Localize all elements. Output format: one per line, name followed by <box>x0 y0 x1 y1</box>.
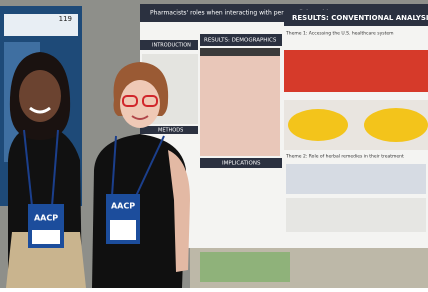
badge-text: AACP <box>34 214 58 223</box>
quote-box <box>286 164 426 194</box>
papers <box>200 252 290 282</box>
person-face <box>120 80 160 128</box>
theme-title: Theme 2: Role of herbal remedies in thei… <box>285 154 404 160</box>
photo: 119 Pharmacists' roles when interacting … <box>0 0 428 288</box>
theme-title: Theme 1: Accessing the U.S. healthcare s… <box>285 31 394 37</box>
section-title: RESULTS: DEMOGRAPHICS <box>204 38 277 44</box>
badge-card <box>32 230 60 244</box>
section-title: INTRODUCTION <box>152 43 191 49</box>
text-block <box>286 198 426 232</box>
quote-bubble <box>364 108 428 142</box>
person-face <box>19 70 61 122</box>
demographics-table <box>200 48 280 156</box>
section-title: METHODS <box>158 128 183 134</box>
badge-card <box>110 220 136 240</box>
red-banner <box>284 50 428 92</box>
quote-bubble <box>288 109 348 141</box>
table-header <box>200 48 280 56</box>
section-title: IMPLICATIONS <box>222 161 261 167</box>
poster-number: 119 <box>59 15 72 23</box>
section-title: RESULTS: CONVENTIONAL ANALYSIS <box>292 14 428 22</box>
badge-text: AACP <box>111 202 135 211</box>
